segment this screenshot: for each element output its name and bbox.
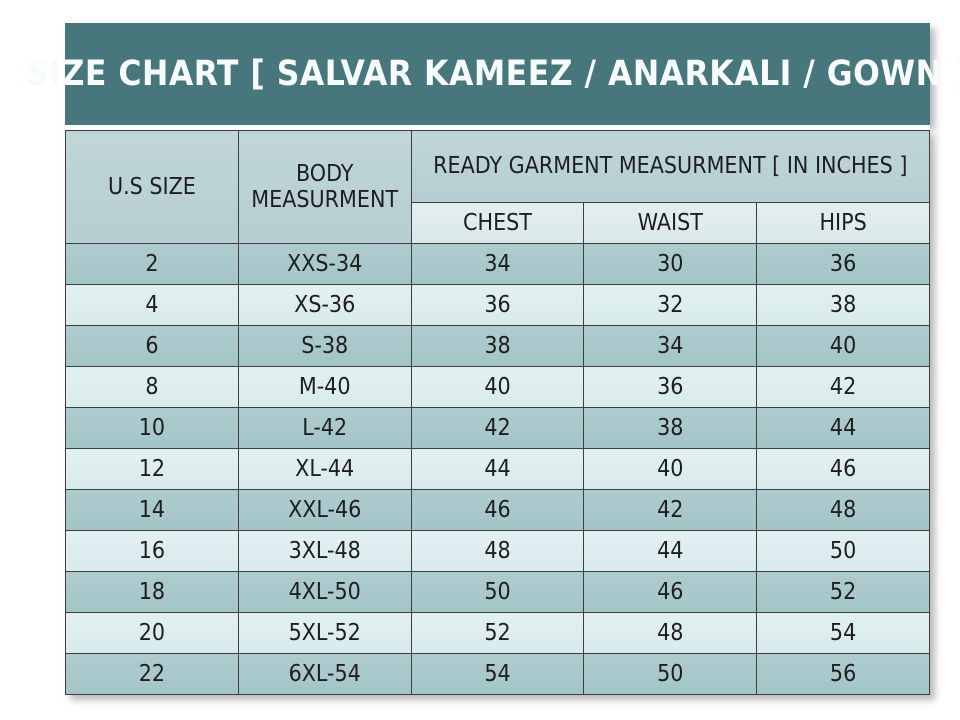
column-header-hips: HIPS [756, 202, 930, 244]
cell-chest: 54 [410, 653, 585, 695]
cell-us-size: 16 [65, 530, 239, 572]
cell-body-measurement: 5XL-52 [237, 612, 412, 654]
cell-waist: 34 [583, 325, 758, 367]
cell-hips: 50 [756, 530, 930, 572]
column-header-body-measurement: BODY MEASURMENT [237, 130, 412, 244]
cell-hips: 36 [756, 243, 930, 285]
cell-chest: 52 [410, 612, 585, 654]
header-row-sub: CHEST WAIST HIPS [66, 202, 930, 244]
cell-hips: 56 [756, 653, 930, 695]
cell-chest: 50 [410, 571, 585, 613]
cell-body-measurement: XXS-34 [237, 243, 412, 285]
cell-us-size: 14 [65, 489, 239, 531]
cell-hips: 54 [756, 612, 930, 654]
cell-us-size: 10 [65, 407, 239, 449]
cell-waist: 32 [583, 284, 758, 326]
banner-table-gap [65, 125, 930, 130]
table-header: U.S SIZE BODY MEASURMENT READY GARMENT M… [65, 130, 931, 244]
cell-waist: 50 [583, 653, 758, 695]
cell-hips: 42 [756, 366, 930, 408]
cell-body-measurement: XXL-46 [237, 489, 412, 531]
cell-waist: 38 [583, 407, 758, 449]
cell-us-size: 22 [65, 653, 239, 695]
column-header-waist: WAIST [583, 202, 758, 244]
table-row: 6 S-38 38 34 40 [65, 325, 930, 367]
cell-us-size: 6 [65, 325, 239, 367]
cell-waist: 36 [583, 366, 758, 408]
cell-body-measurement: M-40 [237, 366, 412, 408]
cell-chest: 40 [410, 366, 585, 408]
table-row: 16 3XL-48 48 44 50 [65, 530, 930, 572]
cell-chest: 34 [410, 243, 585, 285]
table-row: 8 M-40 40 36 42 [65, 366, 930, 408]
cell-waist: 42 [583, 489, 758, 531]
cell-hips: 48 [756, 489, 930, 531]
table-body: 2 XXS-34 34 30 36 4 XS-36 36 32 38 6 S-38 38 34 40 8 M-4… [65, 243, 930, 695]
table-row: 2 XXS-34 34 30 36 [65, 243, 930, 285]
cell-body-measurement: XS-36 [237, 284, 412, 326]
cell-hips: 38 [756, 284, 930, 326]
column-header-us-size: U.S SIZE [65, 130, 239, 244]
cell-waist: 30 [583, 243, 758, 285]
cell-chest: 48 [410, 530, 585, 572]
cell-us-size: 2 [65, 243, 239, 285]
table-row: 14 XXL-46 46 42 48 [65, 489, 930, 531]
cell-body-measurement: 6XL-54 [237, 653, 412, 695]
cell-chest: 38 [410, 325, 585, 367]
table-row: 20 5XL-52 52 48 54 [65, 612, 930, 654]
table-row: 10 L-42 42 38 44 [65, 407, 930, 449]
cell-hips: 46 [756, 448, 930, 490]
cell-hips: 44 [756, 407, 930, 449]
cell-body-measurement: 4XL-50 [237, 571, 412, 613]
column-header-chest: CHEST [410, 202, 585, 244]
cell-body-measurement: S-38 [237, 325, 412, 367]
cell-waist: 46 [583, 571, 758, 613]
cell-body-measurement: 3XL-48 [237, 530, 412, 572]
cell-chest: 36 [410, 284, 585, 326]
header-row-main: U.S SIZE BODY MEASURMENT READY GARMENT M… [65, 130, 931, 244]
cell-chest: 42 [410, 407, 585, 449]
cell-us-size: 4 [65, 284, 239, 326]
table-row: 22 6XL-54 54 50 56 [65, 653, 930, 695]
cell-us-size: 8 [65, 366, 239, 408]
cell-waist: 40 [583, 448, 758, 490]
table-row: 12 XL-44 44 40 46 [65, 448, 930, 490]
cell-us-size: 20 [65, 612, 239, 654]
cell-hips: 40 [756, 325, 930, 367]
cell-waist: 44 [583, 530, 758, 572]
cell-chest: 46 [410, 489, 585, 531]
page-title: SIZE CHART [ SALVAR KAMEEZ / ANARKALI / … [26, 54, 960, 94]
cell-body-measurement: XL-44 [237, 448, 412, 490]
cell-waist: 48 [583, 612, 758, 654]
cell-us-size: 18 [65, 571, 239, 613]
table-row: 4 XS-36 36 32 38 [65, 284, 930, 326]
size-chart-table: U.S SIZE BODY MEASURMENT READY GARMENT M… [65, 130, 931, 695]
table-row: 18 4XL-50 50 46 52 [65, 571, 930, 613]
cell-hips: 52 [756, 571, 930, 613]
content-area: SIZE CHART [ SALVAR KAMEEZ / ANARKALI / … [26, 23, 960, 695]
column-group-header-ready-garment: READY GARMENT MEASURMENT [ IN INCHES ] [410, 130, 931, 203]
cell-body-measurement: L-42 [237, 407, 412, 449]
title-banner: SIZE CHART [ SALVAR KAMEEZ / ANARKALI / … [26, 23, 960, 125]
cell-chest: 44 [410, 448, 585, 490]
cell-us-size: 12 [65, 448, 239, 490]
